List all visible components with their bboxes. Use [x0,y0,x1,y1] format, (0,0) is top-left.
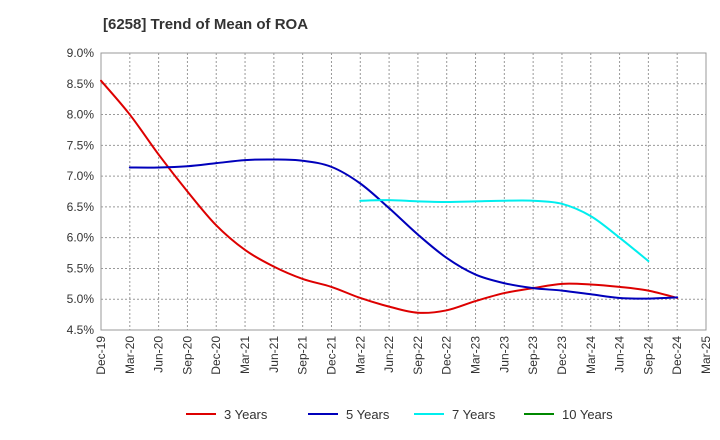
y-axis: 9.0% 8.5% 8.0% 7.5% 7.0% 6.5% 6.0% 5.5% 5.0% 4.5% [67,46,95,337]
x-tick-label: Jun-22 [382,336,396,373]
y-tick-label: 4.5% [67,323,95,337]
legend-label: 10 Years [562,407,613,422]
series-line-1 [100,79,679,314]
y-tick-label: 8.5% [67,77,95,91]
x-tick-label: Mar-25 [699,336,713,374]
y-tick-label: 5.0% [67,292,95,306]
y-tick-label: 9.0% [67,46,95,60]
series-lines [100,79,679,314]
legend: 3 Years 5 Years 7 Years 10 Years [186,407,613,422]
x-tick-label: Mar-21 [238,336,252,374]
y-tick-label: 7.0% [67,169,95,183]
x-tick-label: Sep-23 [526,336,540,375]
x-tick-label: Mar-23 [469,336,483,374]
x-tick-label: Dec-20 [209,336,223,375]
x-tick-label: Mar-24 [584,336,598,374]
x-tick-label: Dec-23 [555,336,569,375]
x-tick-label: Mar-20 [123,336,137,374]
x-tick-label: Jun-24 [613,336,627,373]
x-tick-label: Sep-22 [411,336,425,375]
x-tick-label: Mar-22 [353,336,367,374]
plot-area [100,52,707,331]
y-tick-label: 5.5% [67,261,95,275]
x-tick-label: Sep-21 [296,336,310,375]
y-tick-label: 8.0% [67,108,95,122]
x-axis: Dec-19 Mar-20 Jun-20 Sep-20 Dec-20 Mar-21 Jun-… [94,336,713,375]
x-tick-label: Jun-23 [497,336,511,373]
x-tick-label: Jun-21 [267,336,281,373]
x-tick-label: Sep-24 [641,336,655,375]
series-line-2 [128,158,679,300]
x-tick-label: Dec-19 [94,336,108,375]
y-tick-label: 6.0% [67,231,95,245]
x-tick-label: Jun-20 [152,336,166,373]
grid-lines [100,52,707,331]
x-tick-label: Dec-24 [670,336,684,375]
x-tick-label: Sep-20 [180,336,194,375]
legend-label: 3 Years [224,407,268,422]
legend-label: 5 Years [346,407,390,422]
chart-title: [6258] Trend of Mean of ROA [103,16,308,33]
x-tick-label: Dec-21 [324,336,338,375]
legend-label: 7 Years [452,407,496,422]
series-line-3 [359,199,650,263]
y-tick-label: 7.5% [67,138,95,152]
x-tick-label: Dec-22 [440,336,454,375]
y-tick-label: 6.5% [67,200,95,214]
